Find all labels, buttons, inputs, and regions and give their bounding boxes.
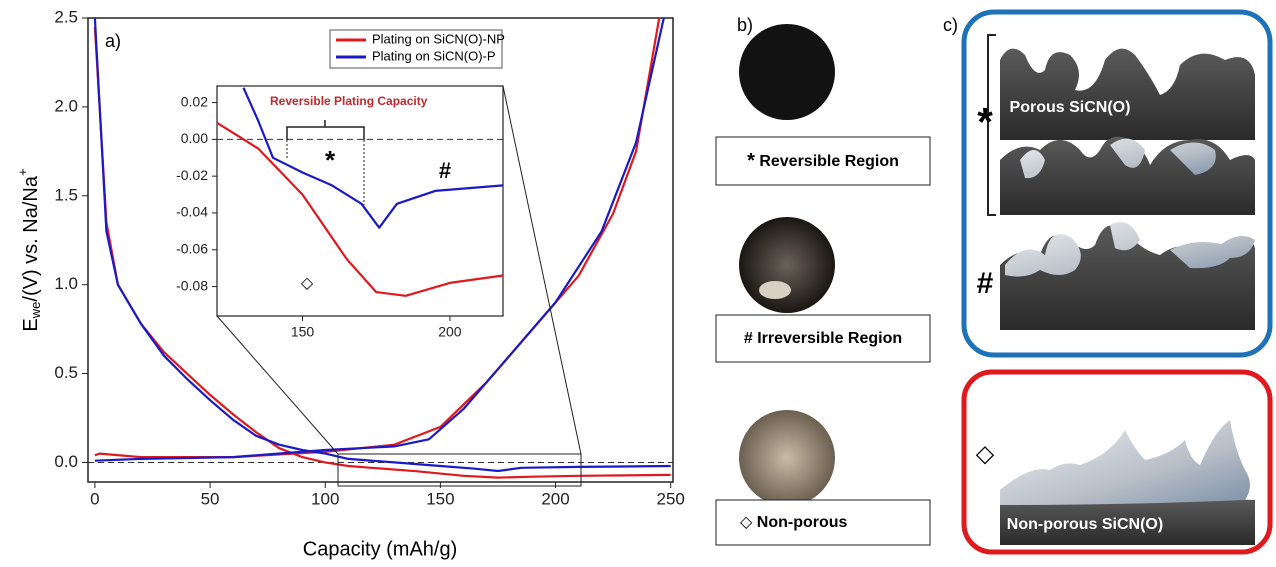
zoom-line [503,86,581,454]
box-label: # Irreversible Region [744,330,902,347]
y-tick-label: 1.5 [54,185,78,204]
x-tick-label: 150 [291,324,315,340]
y-tick-label: 0.02 [181,93,208,109]
figure: a) Capacity (mAh/g) Ewe/(V) vs. Na/Na+ 0… [0,0,1276,562]
panel-a: a) Capacity (mAh/g) Ewe/(V) vs. Na/Na+ 0… [15,7,684,560]
x-tick-label: 50 [201,489,220,508]
deposit [759,281,791,299]
y-tick-label: 1.0 [54,274,78,293]
panel-label: c) [943,15,958,35]
box-text: Reversible Region [759,153,899,170]
y-tick-label: 0.00 [181,130,208,146]
y-tick-label: -0.08 [176,277,208,293]
box-marker: # [744,330,753,347]
x-axis-title: Capacity (mAh/g) [303,538,458,560]
x-tick-label: 150 [426,489,454,508]
panel-b: b) * Reversible Region # Irreversible Re… [716,15,930,545]
box-text: Non-porous [757,514,848,531]
y-tick-label: 0.0 [54,452,78,471]
box-marker: ◇ [740,514,753,531]
y-title-sub: we [28,302,43,320]
x-tick-label: 250 [657,489,685,508]
y-tick-label: -0.02 [176,167,208,183]
x-tick-label: 200 [541,489,569,508]
legend-label: Plating on SiCN(O)-NP [372,31,505,46]
porous-label: Porous SiCN(O) [1010,99,1131,116]
box-text: Irreversible Region [757,330,902,347]
y-title-rest: /(V) vs. Na/Na [20,175,42,301]
legend: Plating on SiCN(O)-NP Plating on SiCN(O)-… [330,30,505,68]
legend-label: Plating on SiCN(O)-P [372,48,496,63]
x-tick-label: 200 [438,324,462,340]
box-label: * Reversible Region [747,150,899,172]
electrode-photo [739,217,835,313]
hash-marker: # [977,267,994,300]
nonporous-label: Non-porous SiCN(O) [1007,516,1163,533]
electrode-photo [739,24,835,120]
annotation: Reversible Plating Capacity [270,94,428,108]
y-tick-label: 0.5 [54,363,78,382]
panel-c: c) Porous SiCN(O) * # ◇ Non-porous SiCN(… [943,12,1270,552]
electrode-photo [739,410,835,506]
y-tick-label: -0.06 [176,240,208,256]
y-title-main: E [20,318,42,331]
star-marker: * [977,101,993,145]
box-label: ◇ Non-porous [740,514,848,531]
annotation: ◇ [301,275,314,292]
box-marker: * [747,150,755,172]
diamond-marker: ◇ [976,440,995,467]
x-tick-label: 0 [90,489,99,508]
y-tick-label: -0.04 [176,204,208,220]
y-tick-label: 2.5 [54,7,78,26]
y-axis-title: Ewe/(V) vs. Na/Na+ [15,168,43,331]
zoom-line [217,316,338,454]
y-tick-label: 2.0 [54,96,78,115]
annotation: * [325,145,336,175]
y-title-sup: + [15,168,30,176]
panel-label: a) [105,31,121,51]
zoom-box [338,454,581,486]
annotation: # [439,158,451,183]
x-tick-label: 100 [311,489,339,508]
panel-label: b) [737,15,753,35]
